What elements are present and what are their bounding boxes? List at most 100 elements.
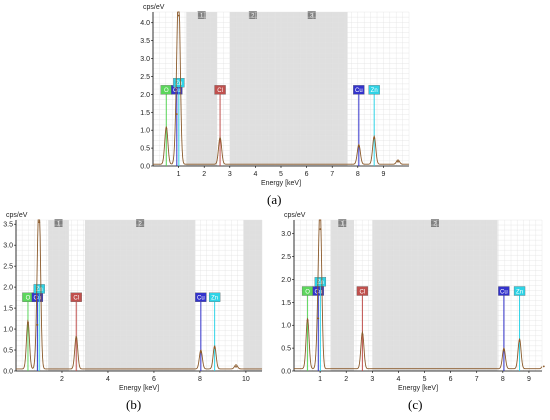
spectrum-peak-point xyxy=(357,145,360,148)
y-tick-label: 0.0 xyxy=(140,164,150,171)
band-label: 2 xyxy=(433,222,437,228)
spectrum-peak-point xyxy=(38,221,41,223)
spectrum-peak-point xyxy=(319,228,322,231)
marker-label-cu: Cu xyxy=(314,289,322,295)
marker-box-zn xyxy=(173,78,185,88)
y-tick-label: 0.5 xyxy=(140,146,150,153)
marker-box-cu xyxy=(353,85,365,95)
x-tick-label: 7 xyxy=(330,171,334,178)
panel-caption-b: (b) xyxy=(126,397,142,412)
x-axis-title: Energy [keV] xyxy=(398,385,438,392)
y-tick-label: 0.5 xyxy=(3,348,13,355)
band-label-box xyxy=(197,11,206,19)
panel-caption-c: (c) xyxy=(408,397,423,412)
marker-label-cu: Cu xyxy=(34,296,42,302)
spectrum-peak-point xyxy=(75,337,78,340)
spectrum-peak-point xyxy=(199,351,202,354)
marker-box-zn xyxy=(208,292,221,302)
spectrum-peak-point xyxy=(213,347,216,349)
band-label-box xyxy=(338,219,347,227)
x-tick-label: 5 xyxy=(423,376,427,383)
spectrum-line xyxy=(294,219,543,370)
band-label-box xyxy=(248,11,257,19)
spectrum-peak-point xyxy=(317,317,320,320)
spectrum-line xyxy=(16,219,262,370)
spectrum-line xyxy=(153,11,409,165)
marker-label-cu: Cu xyxy=(197,296,205,302)
y-tick-label: 2.5 xyxy=(140,74,150,81)
spectrum-peak-point xyxy=(36,323,39,326)
panel-caption-a: (a) xyxy=(267,192,282,207)
marker-label-cu: Cu xyxy=(355,88,363,94)
marker-label-zn: Zn xyxy=(211,296,218,302)
marker-box-zn xyxy=(368,85,380,95)
x-axis-title: Energy [keV] xyxy=(119,385,159,392)
y-tick-label: 3.5 xyxy=(3,222,13,229)
chart-panel-c: 1 2 0.0 0.5 1.0 1.5 2.0 2.5 3.0 1 2 3 4 5 6 7 8 9 cps/eV En… xyxy=(281,212,545,392)
x-tick-label: 8 xyxy=(501,376,505,383)
band-label-box xyxy=(307,11,316,19)
spectrum-peak-point xyxy=(165,127,168,130)
x-tick-label: 4 xyxy=(396,376,400,383)
marker-label-cl: Cl xyxy=(217,88,223,94)
marker-box-zn xyxy=(33,284,45,294)
x-tick-label: 1 xyxy=(177,171,181,178)
marker-box-cl xyxy=(356,286,369,296)
spectrum-peak-point xyxy=(397,160,399,163)
band-label-box xyxy=(430,219,439,227)
y-tick-label: 4.0 xyxy=(140,20,150,27)
y-axis-title: cps/eV xyxy=(6,212,28,219)
x-tick-label: 7 xyxy=(475,376,479,383)
y-tick-label: 1.0 xyxy=(3,327,13,334)
spectrum-peak-point xyxy=(175,113,178,115)
spectrum-peak-point xyxy=(219,138,221,141)
marker-label-cu: Cu xyxy=(173,88,181,94)
band-label-box xyxy=(54,219,63,227)
y-tick-label: 3.0 xyxy=(140,56,150,63)
y-tick-label: 0.5 xyxy=(281,346,291,353)
chart-panel-a: 1 2 3 0.0 0.5 1.0 1.5 2.0 2.5 3.0 3.5 4.0 1 2 3 4 5 6 7 8 9 c… xyxy=(140,4,410,187)
marker-box-cu xyxy=(195,292,207,302)
y-tick-label: 2.0 xyxy=(281,277,291,284)
spectrum-peak-point xyxy=(235,365,237,368)
marker-box-cl xyxy=(214,85,226,95)
x-tick-label: 6 xyxy=(449,376,453,383)
y-tick-label: 3.0 xyxy=(3,243,13,250)
marker-label-cl: Cl xyxy=(73,296,79,302)
marker-label-zn: Zn xyxy=(371,88,378,94)
y-tick-label: 0.0 xyxy=(281,369,291,376)
marker-label-zn: Zn xyxy=(516,289,523,295)
y-tick-label: 1.0 xyxy=(281,323,291,330)
spectrum-peak-point xyxy=(361,333,364,336)
spectrum-peak-point xyxy=(542,365,545,368)
x-tick-label: 1 xyxy=(318,376,322,383)
x-tick-label: 8 xyxy=(356,171,360,178)
x-axis-title: Energy [keV] xyxy=(261,180,301,187)
x-tick-label: 6 xyxy=(152,376,156,383)
y-tick-label: 1.5 xyxy=(140,110,150,117)
spectrum-peak-point xyxy=(373,137,376,139)
marker-box-zn xyxy=(314,277,327,287)
y-tick-label: 1.5 xyxy=(3,306,13,313)
x-tick-label: 4 xyxy=(106,376,110,383)
y-tick-label: 2.5 xyxy=(3,264,13,271)
marker-label-o: O xyxy=(305,289,310,295)
y-axis-title: cps/eV xyxy=(284,212,306,219)
y-tick-label: 2.0 xyxy=(140,92,150,99)
band-label: 1 xyxy=(341,222,345,228)
marker-box-cu xyxy=(312,286,324,296)
x-tick-label: 5 xyxy=(279,171,283,178)
chart-panel-b: 1 20.00.51.01.52.02.53.03.52 4 6 8 10cps/eVEn… xyxy=(3,212,263,392)
marker-label-cu: Cu xyxy=(500,289,508,295)
x-tick-label: 10 xyxy=(242,376,250,383)
band-label: 3 xyxy=(310,14,314,20)
y-tick-label: 1.5 xyxy=(281,300,291,307)
x-tick-label: 9 xyxy=(381,171,385,178)
marker-label-zn: Zn xyxy=(175,81,182,87)
x-tick-label: 3 xyxy=(228,171,232,178)
spectrum-peak-point xyxy=(502,349,505,352)
marker-label-cl: Cl xyxy=(360,289,366,295)
band-label: 2 xyxy=(138,222,142,228)
